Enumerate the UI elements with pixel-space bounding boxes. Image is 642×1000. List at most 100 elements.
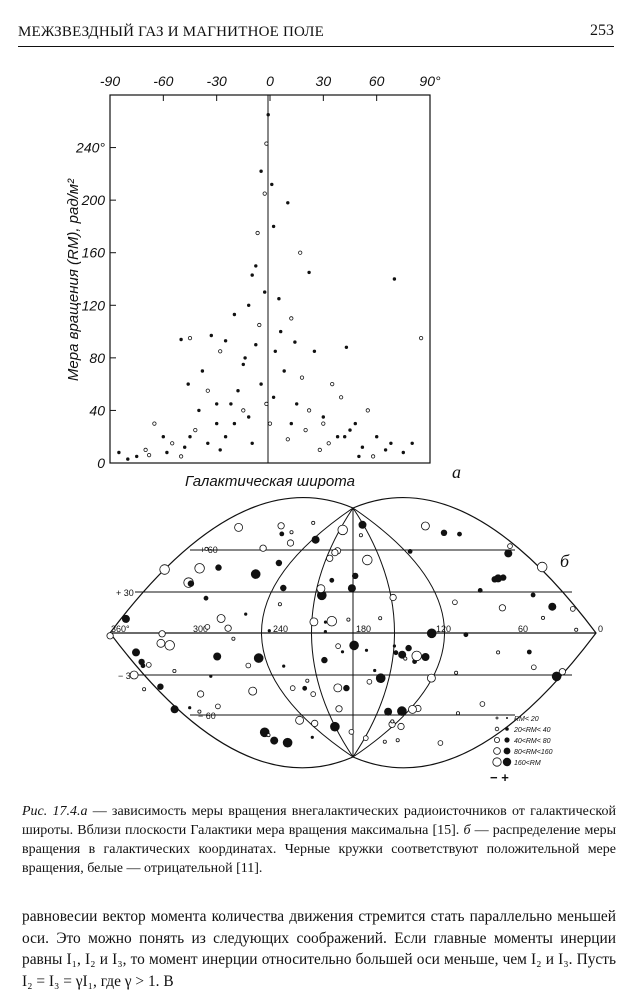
legend-sign: − + <box>490 770 509 785</box>
y-tick-label: 80 <box>89 350 105 366</box>
map-source <box>326 554 334 562</box>
map-source <box>457 531 462 537</box>
map-source <box>248 686 258 696</box>
data-point <box>389 441 393 445</box>
map-source <box>373 668 377 673</box>
galactic-coordinates-map: + 60 + 30 − 30 − 60 360° 300 240 180 120… <box>106 496 603 785</box>
data-point <box>271 395 276 399</box>
map-source <box>504 549 513 558</box>
map-source <box>203 595 209 601</box>
map-source <box>479 701 486 707</box>
lat-label-minus-60: − 60 <box>198 711 216 721</box>
map-source <box>389 593 397 602</box>
data-point <box>289 421 293 426</box>
map-source <box>280 584 287 592</box>
map-source <box>426 673 436 683</box>
map-source <box>277 522 285 530</box>
map-source <box>275 559 283 567</box>
map-source <box>234 523 244 532</box>
map-source <box>282 737 293 748</box>
data-point <box>247 415 251 419</box>
map-source <box>209 674 213 678</box>
data-point <box>338 395 344 400</box>
data-point <box>229 402 233 406</box>
map-source <box>216 614 226 623</box>
data-point <box>330 381 335 387</box>
map-source <box>408 705 417 714</box>
map-source <box>420 521 430 531</box>
data-point <box>197 408 201 413</box>
data-point <box>307 270 311 275</box>
data-point <box>273 349 277 353</box>
meridian-300 <box>261 507 354 758</box>
data-point <box>266 113 270 117</box>
map-source <box>405 644 412 652</box>
data-point <box>257 322 262 328</box>
map-source <box>295 715 305 725</box>
legend-item-4: 80<RM<160 <box>514 749 553 756</box>
map-source <box>364 648 369 652</box>
data-point <box>370 454 376 459</box>
map-source <box>477 588 483 593</box>
data-point <box>383 448 388 452</box>
data-point <box>279 329 283 334</box>
y-tick-label: 160 <box>82 245 106 261</box>
data-point <box>270 182 274 187</box>
map-source <box>395 738 400 743</box>
legend-item-2: 20<RM< 40 <box>513 727 551 734</box>
data-point <box>343 435 347 439</box>
data-point <box>183 445 187 449</box>
data-point <box>264 401 269 406</box>
data-point <box>401 450 405 455</box>
lon-label-0: 0 <box>598 624 603 634</box>
map-source <box>463 632 469 638</box>
map-source <box>393 650 399 656</box>
data-point <box>344 345 349 349</box>
lat-label-minus-30: − 30 <box>118 671 136 681</box>
map-source <box>335 643 341 649</box>
data-point <box>321 421 326 426</box>
map-source <box>496 650 501 655</box>
caption-a: а <box>80 804 88 819</box>
map-source <box>121 614 130 623</box>
data-point <box>215 402 219 406</box>
map-source <box>204 546 209 551</box>
data-point <box>215 421 219 426</box>
data-point <box>267 421 273 426</box>
data-point <box>282 369 286 373</box>
data-point <box>259 169 263 173</box>
y-tick-labels: 0 40 80 120 160 200 240° <box>75 140 116 471</box>
map-source <box>330 721 340 732</box>
map-source <box>437 740 444 746</box>
map-source <box>526 649 532 655</box>
data-point <box>147 452 152 458</box>
map-source <box>316 584 326 594</box>
map-source <box>146 662 152 668</box>
caption-b: б <box>463 823 471 838</box>
data-point <box>335 435 340 439</box>
map-source <box>362 735 369 741</box>
map-source <box>494 574 503 583</box>
map-source <box>158 630 166 638</box>
map-source <box>270 736 279 745</box>
map-source <box>421 653 430 661</box>
map-source <box>157 683 164 690</box>
data-point <box>232 421 237 426</box>
data-point <box>193 427 198 433</box>
legend-item-3: 40<RM< 80 <box>514 738 551 745</box>
map-source <box>558 668 567 676</box>
data-point <box>223 435 228 439</box>
map-source <box>403 656 408 661</box>
meridian-120 <box>352 507 395 758</box>
map-source <box>289 685 296 691</box>
data-point <box>247 303 251 307</box>
data-point <box>179 337 183 342</box>
map-source <box>326 616 338 627</box>
map-source <box>323 620 328 624</box>
data-point <box>236 389 240 393</box>
map-source <box>311 535 320 544</box>
y-tick-label: 240° <box>75 140 105 156</box>
lon-label-60: 60 <box>518 624 528 634</box>
data-point <box>365 408 370 413</box>
map-source <box>266 733 271 738</box>
